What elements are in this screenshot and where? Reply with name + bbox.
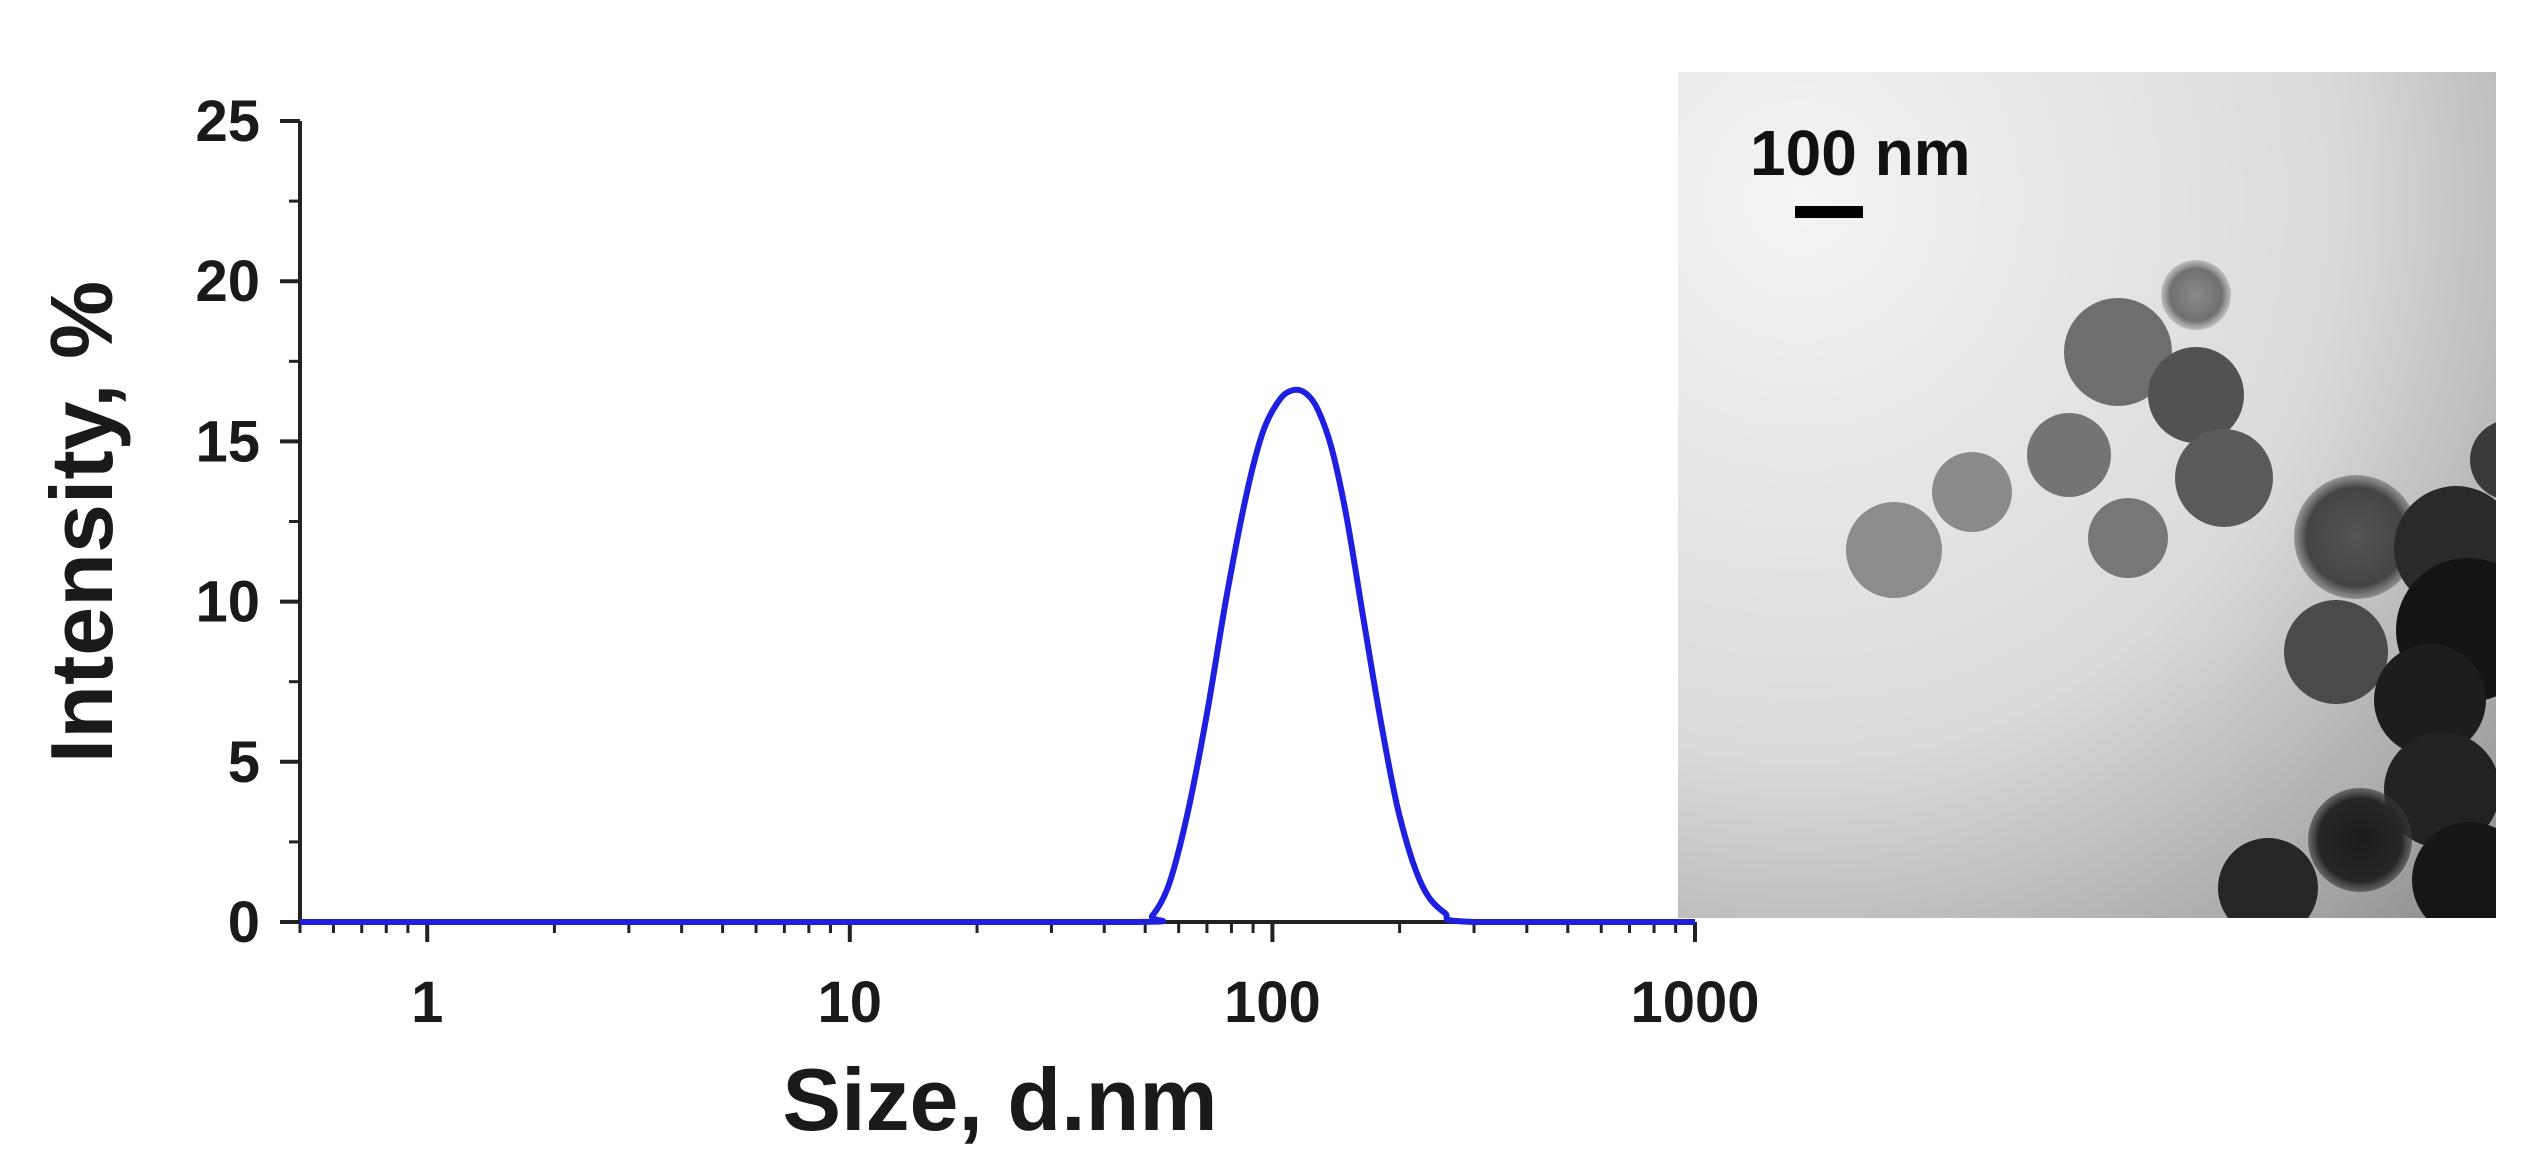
- particle: [2161, 260, 2231, 330]
- particle: [2064, 298, 2172, 406]
- y-tick-label: 0: [228, 890, 260, 955]
- particle: [2088, 498, 2168, 578]
- y-tick-label: 20: [195, 249, 260, 314]
- particle: [2470, 422, 2496, 498]
- particle: [2294, 475, 2418, 599]
- x-axis-title: Size, d.nm: [782, 1050, 1217, 1149]
- particle: [2027, 413, 2111, 497]
- x-tick-label: 1000: [1630, 970, 1759, 1035]
- y-tick-label: 25: [195, 89, 260, 154]
- particle: [2412, 822, 2496, 918]
- particle: [2284, 600, 2388, 704]
- particle: [2384, 732, 2496, 848]
- micrograph-inset: 100 nm: [1678, 72, 2496, 918]
- y-tick-label: 10: [195, 570, 260, 635]
- particle: [2175, 429, 2273, 527]
- particle: [2308, 788, 2412, 892]
- particle: [2374, 644, 2486, 756]
- x-tick-label: 100: [1224, 970, 1321, 1035]
- minor-ticks: [289, 199, 1678, 933]
- particle: [1932, 452, 2012, 532]
- x-tick-label: 10: [818, 970, 883, 1035]
- y-axis-title: Intensity, %: [32, 281, 131, 763]
- particle: [2218, 838, 2318, 918]
- major-ticks: [280, 119, 1697, 942]
- particle: [1846, 502, 1942, 598]
- y-tick-label: 5: [228, 730, 260, 795]
- size-distribution-chart: 0 5 10 15 20 25 1 10 100 1000 Size, d.nm Intensit…: [32, 89, 1760, 1149]
- series-line: [300, 386, 1695, 926]
- particle: [2148, 347, 2244, 443]
- y-tick-label: 15: [195, 409, 260, 474]
- scale-bar-label: 100 nm: [1750, 117, 1971, 189]
- x-tick-label: 1: [411, 970, 443, 1035]
- scale-bar: [1795, 206, 1863, 218]
- tick-labels: 0 5 10 15 20 25 1 10 100 1000: [195, 89, 1759, 1035]
